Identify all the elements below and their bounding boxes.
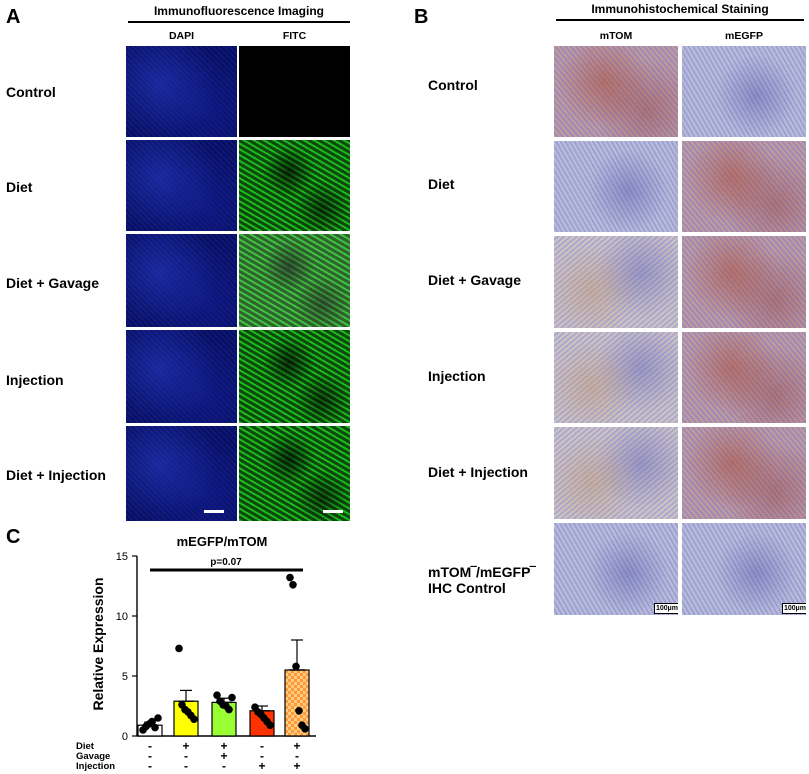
data-point bbox=[295, 707, 303, 715]
row-label-diet-injection: Diet + Injection bbox=[6, 467, 106, 483]
megfp-image-diet-injection bbox=[682, 427, 806, 519]
row-label-control: Control bbox=[6, 84, 56, 100]
mtom-image-control bbox=[554, 46, 678, 137]
fitc-image-injection bbox=[239, 330, 350, 423]
factor-sign: - bbox=[148, 739, 152, 753]
megfp-image-ihc-control: 100µm bbox=[682, 523, 806, 615]
y-axis-label: Relative Expression bbox=[90, 577, 106, 710]
factor-label: Injection bbox=[76, 761, 115, 772]
factor-sign: + bbox=[220, 739, 227, 753]
fitc-image-control bbox=[239, 46, 350, 137]
col-head-megfp: mEGFP bbox=[725, 30, 763, 42]
panel-b-letter: B bbox=[414, 6, 429, 28]
data-point bbox=[151, 723, 159, 732]
dapi-image-diet-gavage bbox=[126, 234, 237, 327]
factor-sign: - bbox=[260, 749, 264, 763]
dapi-image-diet bbox=[126, 140, 237, 231]
fitc-image-diet-injection bbox=[239, 426, 350, 521]
row-label-injection: Injection bbox=[6, 372, 64, 388]
y-tick-label: 15 bbox=[116, 551, 128, 563]
row-label-diet: Diet bbox=[428, 176, 455, 192]
scale-label: 100µm bbox=[654, 603, 678, 614]
factor-sign: + bbox=[293, 739, 300, 753]
factor-sign: + bbox=[220, 749, 227, 763]
y-tick-label: 0 bbox=[122, 731, 128, 743]
data-point bbox=[266, 721, 274, 729]
panel-b-title: Immunohistochemical Staining bbox=[591, 2, 769, 16]
dapi-image-diet-injection bbox=[126, 426, 237, 521]
data-point bbox=[286, 573, 294, 582]
data-point bbox=[175, 644, 183, 653]
panel-b-title-rule bbox=[556, 19, 804, 21]
factor-sign: + bbox=[258, 759, 265, 773]
data-point bbox=[228, 693, 236, 702]
factor-sign: - bbox=[222, 759, 226, 773]
panel-a-letter: A bbox=[6, 6, 21, 28]
factor-sign: - bbox=[260, 739, 264, 753]
panel-a-title-rule bbox=[128, 21, 350, 23]
data-point bbox=[289, 581, 297, 589]
megfp-image-injection bbox=[682, 332, 806, 423]
megfp-image-diet bbox=[682, 141, 806, 232]
scale-bar bbox=[204, 510, 224, 513]
megfp-image-control bbox=[682, 46, 806, 137]
row-label-diet-gavage: Diet + Gavage bbox=[428, 272, 521, 288]
factor-sign: - bbox=[184, 759, 188, 773]
row-label-injection: Injection bbox=[428, 368, 486, 384]
factor-sign: - bbox=[295, 749, 299, 763]
row-label-diet-gavage: Diet + Gavage bbox=[6, 275, 99, 291]
col-head-mtom: mTOM bbox=[599, 30, 633, 42]
mtom-image-ihc-control: 100µm bbox=[554, 523, 678, 615]
fitc-image-diet-gavage bbox=[239, 234, 350, 327]
mtom-image-injection bbox=[554, 332, 678, 423]
data-point bbox=[154, 714, 162, 722]
mtom-image-diet-injection bbox=[554, 427, 678, 519]
bar bbox=[211, 701, 237, 737]
dapi-image-injection bbox=[126, 330, 237, 423]
scale-bar bbox=[323, 510, 343, 513]
panel-a-title: Immunofluorescence Imaging bbox=[153, 4, 325, 18]
y-tick-label: 5 bbox=[122, 671, 128, 683]
factor-sign: + bbox=[293, 759, 300, 773]
factor-label: Gavage bbox=[76, 751, 110, 762]
fitc-image-diet bbox=[239, 140, 350, 231]
dapi-image-control bbox=[126, 46, 237, 137]
col-head-dapi: DAPI bbox=[168, 30, 195, 42]
p-value-annotation: p=0.07 bbox=[210, 557, 242, 568]
row-label-diet: Diet bbox=[6, 179, 33, 195]
scale-label: 100µm bbox=[782, 603, 806, 614]
factor-sign: + bbox=[182, 739, 189, 753]
data-point bbox=[190, 715, 198, 723]
data-point bbox=[225, 705, 233, 714]
mtom-image-diet-gavage bbox=[554, 236, 678, 328]
panel-c-chart: mEGFP/mTOM Relative Expression 0 5 10 15 p=… bbox=[76, 534, 316, 773]
col-head-fitc: FITC bbox=[282, 30, 307, 42]
data-point bbox=[213, 691, 221, 699]
factor-sign: - bbox=[148, 749, 152, 763]
row-label-control: Control bbox=[428, 77, 478, 93]
data-point bbox=[148, 717, 156, 726]
megfp-image-diet-gavage bbox=[682, 236, 806, 328]
data-point bbox=[301, 725, 309, 733]
row-label-ihc-control-line2: IHC Control bbox=[428, 580, 506, 596]
chart-title: mEGFP/mTOM bbox=[177, 534, 268, 549]
row-label-ihc-control-line1: mTOM‾/mEGFP‾ bbox=[428, 564, 536, 580]
factor-sign: - bbox=[184, 749, 188, 763]
factor-sign: - bbox=[148, 759, 152, 773]
mtom-image-diet bbox=[554, 141, 678, 232]
data-point bbox=[292, 662, 300, 671]
panel-c-letter: C bbox=[6, 526, 21, 548]
row-label-diet-injection: Diet + Injection bbox=[428, 464, 528, 480]
factor-label: Diet bbox=[76, 741, 95, 752]
y-tick-label: 10 bbox=[116, 611, 128, 623]
